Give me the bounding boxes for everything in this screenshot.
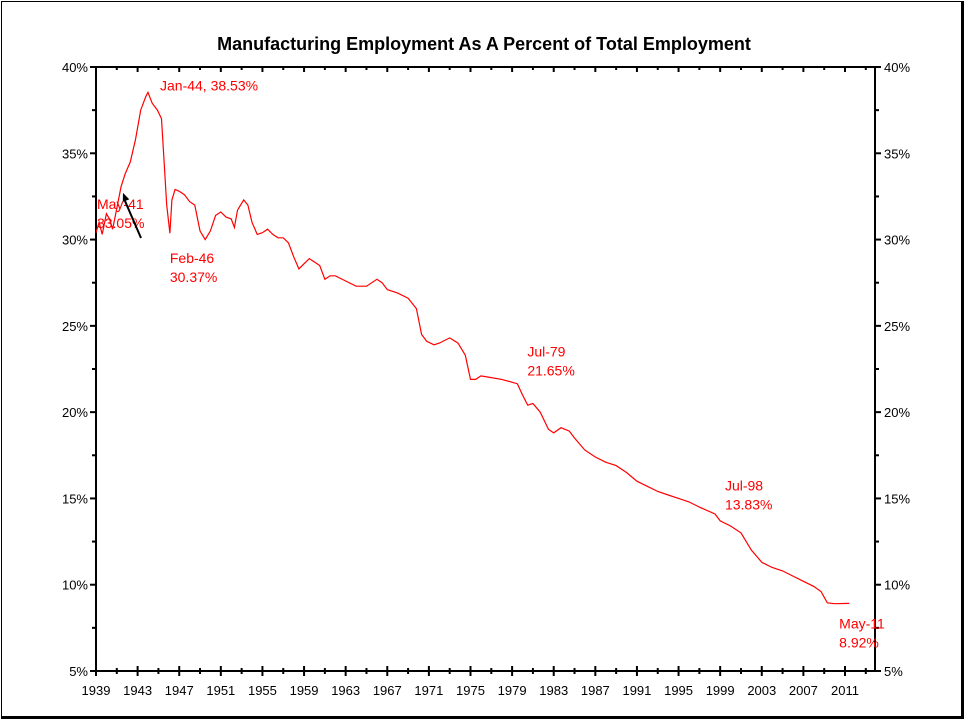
y-tick-label-right: 10% bbox=[884, 578, 910, 593]
y-tick-label-right: 5% bbox=[884, 664, 903, 679]
x-tick-label: 1987 bbox=[581, 683, 610, 698]
x-tick-label: 1951 bbox=[206, 683, 235, 698]
y-tick-label-left: 40% bbox=[62, 60, 88, 75]
annotation-label: May-11 bbox=[839, 615, 885, 631]
x-tick-label: 1963 bbox=[331, 683, 360, 698]
x-tick-label: 1947 bbox=[165, 683, 194, 698]
x-tick-label: 1999 bbox=[706, 683, 735, 698]
y-tick-label-left: 20% bbox=[62, 405, 88, 420]
annotation-label: Jan-44, 38.53% bbox=[160, 77, 258, 93]
y-tick-label-right: 35% bbox=[884, 146, 910, 161]
annotation-label: Jul-79 bbox=[527, 344, 565, 360]
y-tick-label-left: 30% bbox=[62, 233, 88, 248]
x-tick-label: 1991 bbox=[622, 683, 651, 698]
y-tick-label-right: 15% bbox=[884, 491, 910, 506]
annotation-value: 30.37% bbox=[170, 269, 217, 285]
x-tick-label: 1971 bbox=[414, 683, 443, 698]
x-tick-label: 1983 bbox=[539, 683, 568, 698]
annotation-value: 8.92% bbox=[839, 634, 879, 650]
annotation-label: May-41 bbox=[97, 196, 144, 212]
y-tick-label-right: 25% bbox=[884, 319, 910, 334]
y-tick-label-left: 25% bbox=[62, 319, 88, 334]
x-tick-label: 1939 bbox=[82, 683, 111, 698]
x-tick-label: 1967 bbox=[373, 683, 402, 698]
x-tick-label: 2007 bbox=[789, 683, 818, 698]
y-tick-label-right: 40% bbox=[884, 60, 910, 75]
x-tick-label: 1959 bbox=[290, 683, 319, 698]
y-tick-label-left: 35% bbox=[62, 146, 88, 161]
y-tick-label-left: 5% bbox=[69, 664, 88, 679]
y-tick-label-right: 30% bbox=[884, 233, 910, 248]
x-tick-label: 1955 bbox=[248, 683, 277, 698]
annotation-value: 13.83% bbox=[725, 497, 772, 513]
x-tick-label: 2003 bbox=[747, 683, 776, 698]
annotation-value: 21.65% bbox=[527, 363, 574, 379]
x-tick-label: 1975 bbox=[456, 683, 485, 698]
x-tick-label: 2011 bbox=[831, 683, 859, 698]
x-tick-label: 1943 bbox=[123, 683, 152, 698]
annotation-label: Feb-46 bbox=[170, 250, 215, 266]
x-tick-label: 1995 bbox=[664, 683, 693, 698]
arrow-line bbox=[124, 200, 142, 239]
arrow-head-icon bbox=[122, 192, 130, 202]
y-tick-label-left: 15% bbox=[62, 491, 88, 506]
annotation-label: Jul-98 bbox=[725, 478, 763, 494]
y-tick-label-right: 20% bbox=[884, 405, 910, 420]
series-line bbox=[95, 90, 850, 605]
chart-title: Manufacturing Employment As A Percent of… bbox=[217, 34, 751, 54]
x-tick-label: 1979 bbox=[498, 683, 527, 698]
y-tick-label-left: 10% bbox=[62, 578, 88, 593]
